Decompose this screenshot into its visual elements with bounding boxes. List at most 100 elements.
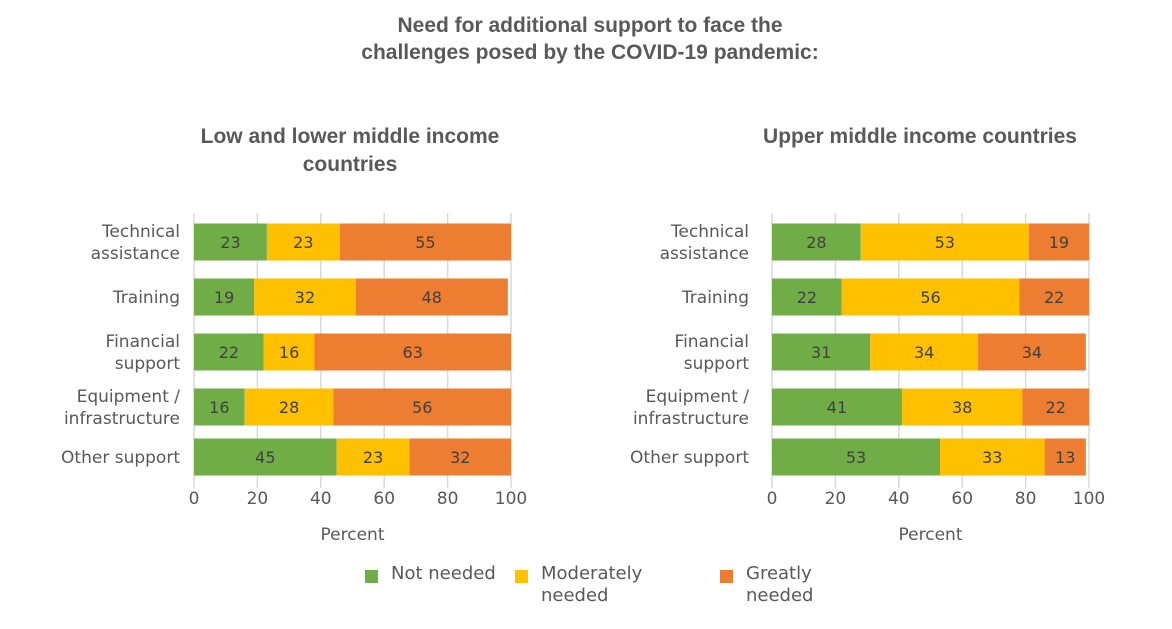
bar-left-2-moderately-needed: [263, 333, 315, 371]
bar-left-1-greatly-needed: [355, 278, 508, 316]
bar-left-4-not-needed: [194, 438, 337, 476]
bar-right-2-not-needed: [772, 333, 871, 371]
value-label-right-0-2: 19: [1049, 233, 1069, 252]
value-label-left-0-0: 23: [220, 233, 240, 252]
category-label-left-4: Other support: [61, 448, 180, 468]
bar-left-1-moderately-needed: [254, 278, 356, 316]
legend-item-moderately-needed: Moderately needed: [515, 563, 651, 607]
bar-right-1-moderately-needed: [841, 278, 1020, 316]
value-label-left-0-1: 23: [293, 233, 313, 252]
value-label-right-2-1: 34: [914, 343, 934, 362]
bar-left-0-not-needed: [194, 223, 267, 261]
value-label-left-4-0: 45: [255, 448, 275, 467]
value-label-left-2-2: 63: [403, 343, 423, 362]
value-label-left-0-2: 55: [415, 233, 435, 252]
bar-left-0-moderately-needed: [266, 223, 340, 261]
x-axis-title-right: Percent: [899, 525, 963, 545]
category-label-left-3: infrastructure: [64, 409, 180, 429]
legend-swatch-moderately-needed: [515, 570, 528, 583]
value-label-right-4-2: 13: [1055, 448, 1075, 467]
value-label-right-3-2: 22: [1046, 398, 1066, 417]
panel-title-left: Low and lower middle income countries: [200, 125, 500, 176]
value-label-left-4-2: 32: [450, 448, 470, 467]
category-label-right-3: Equipment /: [646, 387, 750, 407]
category-label-right-2: Financial: [675, 332, 749, 352]
category-label-right-3: infrastructure: [633, 409, 749, 429]
bar-right-0-moderately-needed: [860, 223, 1029, 261]
value-label-left-3-2: 56: [412, 398, 432, 417]
bar-right-1-greatly-needed: [1019, 278, 1089, 316]
x-tick-label-left-60: 60: [373, 489, 395, 509]
legend: Not needed Moderately needed Greatly nee…: [365, 563, 865, 613]
value-label-left-2-0: 22: [219, 343, 239, 362]
value-label-right-1-1: 56: [920, 288, 940, 307]
category-label-left-0: assistance: [91, 244, 180, 264]
bar-right-1-not-needed: [772, 278, 842, 316]
x-tick-label-left-40: 40: [310, 489, 332, 509]
bar-left-2-greatly-needed: [314, 333, 511, 371]
legend-label-moderately-needed: Moderately needed: [541, 563, 643, 606]
x-tick-label-left-100: 100: [495, 489, 527, 509]
value-label-right-3-1: 38: [952, 398, 972, 417]
x-tick-label-right-80: 80: [1015, 489, 1037, 509]
value-label-right-4-1: 33: [982, 448, 1002, 467]
legend-swatch-greatly-needed: [720, 570, 733, 583]
legend-item-not-needed: Not needed: [365, 563, 501, 585]
x-tick-label-left-80: 80: [437, 489, 459, 509]
value-label-right-1-2: 22: [1044, 288, 1064, 307]
category-label-right-1: Training: [681, 288, 749, 308]
x-tick-label-right-20: 20: [825, 489, 847, 509]
bar-right-0-greatly-needed: [1028, 223, 1089, 261]
x-tick-label-right-60: 60: [951, 489, 973, 509]
value-label-right-2-2: 34: [1022, 343, 1042, 362]
main-title: Need for additional support to face the …: [361, 14, 819, 64]
value-label-right-3-0: 41: [827, 398, 847, 417]
value-label-left-2-1: 16: [279, 343, 299, 362]
x-tick-label-right-100: 100: [1073, 489, 1105, 509]
bar-left-4-greatly-needed: [409, 438, 511, 476]
category-label-right-0: Technical: [670, 222, 749, 242]
bar-right-3-moderately-needed: [901, 388, 1023, 426]
bar-right-4-not-needed: [772, 438, 941, 476]
bar-right-0-not-needed: [772, 223, 861, 261]
category-label-left-0: Technical: [101, 222, 180, 242]
value-label-left-3-1: 28: [279, 398, 299, 417]
bar-right-2-moderately-needed: [870, 333, 979, 371]
bar-right-4-moderately-needed: [940, 438, 1045, 476]
value-label-left-3-0: 16: [209, 398, 229, 417]
bar-right-3-not-needed: [772, 388, 902, 426]
category-label-right-2: support: [684, 354, 750, 374]
bar-right-4-greatly-needed: [1044, 438, 1086, 476]
category-label-right-0: assistance: [660, 244, 749, 264]
bar-left-3-greatly-needed: [333, 388, 511, 426]
value-label-right-0-0: 28: [806, 233, 826, 252]
category-label-left-3: Equipment /: [77, 387, 181, 407]
value-label-left-1-1: 32: [295, 288, 315, 307]
bar-left-1-not-needed: [194, 278, 255, 316]
category-label-left-2: Financial: [106, 332, 180, 352]
legend-label-greatly-needed: Greatly needed: [746, 563, 814, 606]
legend-label-not-needed: Not needed: [391, 563, 496, 584]
bar-right-2-greatly-needed: [978, 333, 1086, 371]
value-label-left-1-2: 48: [422, 288, 442, 307]
legend-swatch-not-needed: [365, 570, 378, 583]
category-label-right-4: Other support: [630, 448, 749, 468]
bar-left-3-not-needed: [194, 388, 245, 426]
x-tick-label-right-40: 40: [888, 489, 910, 509]
value-label-right-2-0: 31: [811, 343, 831, 362]
value-label-right-4-0: 53: [846, 448, 866, 467]
bar-right-3-greatly-needed: [1022, 388, 1089, 426]
category-label-left-2: support: [115, 354, 181, 374]
bar-left-4-moderately-needed: [336, 438, 410, 476]
panel-title-right: Upper middle income countries: [763, 125, 1077, 148]
value-label-right-1-0: 22: [797, 288, 817, 307]
value-label-left-4-1: 23: [363, 448, 383, 467]
x-tick-label-left-0: 0: [189, 489, 200, 509]
category-label-left-1: Training: [112, 288, 180, 308]
legend-item-greatly-needed: Greatly needed: [720, 563, 856, 607]
value-label-left-1-0: 19: [214, 288, 234, 307]
bar-left-2-not-needed: [194, 333, 264, 371]
bar-left-0-greatly-needed: [339, 223, 511, 261]
x-tick-label-right-0: 0: [767, 489, 778, 509]
